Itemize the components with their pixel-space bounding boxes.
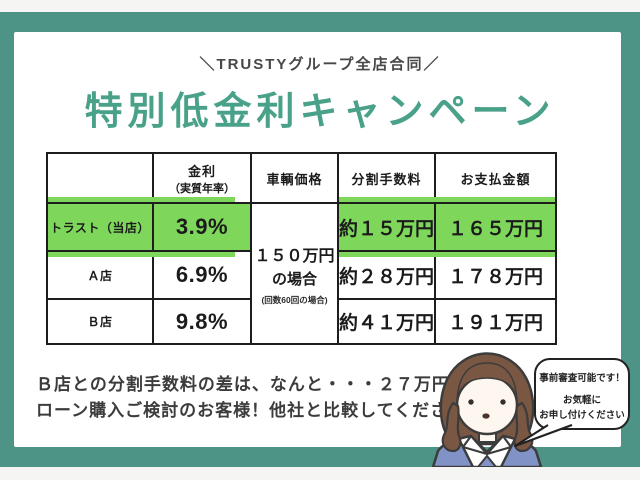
highlight-overflow-bottom-left (48, 252, 235, 257)
vehicle-price-amount: １５０万円 (254, 247, 335, 265)
cell-total-trust: １６５万円 (434, 202, 557, 252)
eye-right (500, 399, 506, 405)
header-total-payment: お支払金額 (434, 152, 557, 204)
cell-vehicle-price: １５０万円 の場合 (回数60回の場合) (250, 202, 339, 345)
cell-fee-b: 約４１万円 (337, 298, 436, 345)
bubble-line1: 事前審査可能です！ (539, 373, 625, 384)
tagline: ＼TRUSTYグループ全店合同／ (199, 56, 441, 73)
vehicle-price-note: (回数60回の場合) (261, 294, 328, 305)
cell-rate-b: 9.8% (152, 298, 252, 345)
speech-bubble: 事前審査可能です！ お気軽に お申し付けください (534, 358, 630, 430)
promo-message: Ｂ店との分割手数料の差は、なんと・・・２７万円！ ローン購入ご検討のお客様！他社… (36, 372, 484, 425)
mouth (482, 413, 490, 419)
staff-woman-illustration (431, 352, 543, 467)
hair-lock-left (441, 401, 462, 453)
header-vehicle-price: 車輌価格 (250, 152, 339, 204)
header-store (46, 152, 154, 204)
highlight-overflow-top-left (48, 197, 235, 202)
collar-right (485, 434, 513, 456)
table-row-store-b: Ｂ店 9.8% 約４１万円 １９１万円 (46, 298, 557, 345)
highlight-overflow-top-right (339, 197, 555, 202)
speech-bubble-tail (513, 424, 573, 448)
cell-total-b: １９１万円 (434, 298, 557, 345)
cell-fee-a: 約２８万円 (337, 250, 436, 300)
table-header-row: 金利 （実質年率） 車輌価格 分割手数料 お支払金額 (46, 152, 557, 204)
collar-left (461, 434, 489, 456)
bubble-line2: お気軽に (562, 395, 601, 406)
cell-store-trust: トラスト（当店） (46, 202, 154, 252)
table-row-trust: トラスト（当店） 3.9% １５０万円 の場合 (回数60回の場合) 約１５万円… (46, 202, 557, 345)
header-installment-fee: 分割手数料 (337, 152, 436, 204)
cell-fee-trust: 約１５万円 (337, 202, 436, 252)
promo-message-line1: Ｂ店との分割手数料の差は、なんと・・・２７万円！ (36, 375, 468, 394)
rate-comparison-table: 金利 （実質年率） 車輌価格 分割手数料 お支払金額 トラスト（当店） 3.9%… (46, 152, 557, 345)
promo-message-line2: ローン購入ご検討のお客様！他社と比較してください！ (36, 401, 485, 421)
cell-rate-trust: 3.9% (152, 202, 252, 252)
cell-rate-a: 6.9% (152, 250, 252, 300)
comparison-table-wrap: 金利 （実質年率） 車輌価格 分割手数料 お支払金額 トラスト（当店） 3.9%… (46, 152, 559, 347)
table-row-store-a: Ａ店 6.9% 約２８万円 １７８万円 (46, 250, 557, 300)
bubble-line3: お申し付けください (539, 410, 625, 421)
highlight-overflow-bottom-right (339, 252, 555, 257)
page-title: 特別低金利キャンペーン (84, 91, 556, 133)
cell-store-a: Ａ店 (46, 250, 154, 300)
header-rate: 金利 （実質年率） (152, 152, 252, 204)
vehicle-price-case: の場合 (271, 270, 317, 288)
vest-center (476, 454, 498, 467)
eye-left (468, 399, 474, 405)
cell-store-b: Ｂ店 (46, 298, 154, 345)
cell-total-a: １７８万円 (434, 250, 557, 300)
